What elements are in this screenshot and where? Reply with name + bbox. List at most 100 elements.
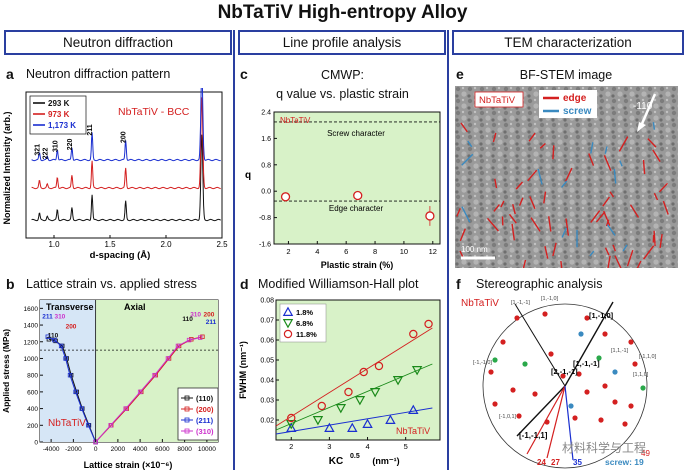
- screw-dislocation: [590, 142, 594, 154]
- screw-dislocation: [619, 160, 623, 167]
- data-point: [347, 422, 358, 432]
- panel-label-e: e: [456, 66, 464, 82]
- panel-title-b: Lattice strain vs. applied stress: [26, 277, 197, 291]
- edge-dislocation: [543, 191, 547, 204]
- x-tick-label: 6: [344, 247, 348, 256]
- data-point: [67, 372, 73, 378]
- outer-pole-label: [-1,-1,1]: [519, 431, 548, 440]
- legend-edge: edge: [563, 93, 587, 104]
- data-point: [369, 388, 381, 398]
- legend-marker: [184, 417, 190, 423]
- edge-dislocation: [602, 196, 610, 207]
- peak-label: 200: [66, 323, 77, 330]
- x-tick-label: 4: [315, 247, 319, 256]
- peak-label: 310: [190, 312, 201, 319]
- data-point: [282, 306, 294, 316]
- pole-label: [-1,0,1]: [499, 414, 517, 420]
- pole-dot: [612, 369, 618, 375]
- edge-dislocation: [609, 191, 615, 198]
- x-tick-label: -2000: [65, 446, 82, 453]
- y-tick-label: 0.08: [260, 298, 274, 305]
- data-point: [286, 420, 297, 430]
- page-title: NbTaTiV High-entropy Alloy: [217, 2, 468, 23]
- q-value-chart: Screw character Edge character 2 4 6 8 10 12 -1.…: [245, 110, 441, 270]
- y-tick-label: 400: [27, 406, 38, 413]
- chart-annotation: NbTaTiV - BCC: [118, 106, 190, 118]
- region-label-transverse: Transverse: [46, 302, 94, 312]
- edge-dislocation: [527, 169, 538, 182]
- panel-label-c: c: [240, 66, 248, 82]
- x-axis-label: Plastic strain (%): [321, 260, 394, 270]
- edge-dislocation: [530, 217, 541, 232]
- edge-dislocation: [662, 200, 669, 215]
- pole-dot: [576, 371, 582, 377]
- pole-dot: [548, 351, 554, 357]
- data-point: [45, 334, 50, 339]
- fit-line: [275, 363, 433, 431]
- x-tick-label: 3: [327, 442, 331, 451]
- edge-dislocation: [500, 200, 505, 208]
- data-point: [424, 319, 433, 329]
- data-point: [282, 319, 294, 329]
- pole-dot: [598, 417, 604, 423]
- x-tick-label: 10: [400, 247, 408, 256]
- pole-dot: [572, 415, 578, 421]
- data-point: [123, 406, 128, 411]
- projection-line: [514, 303, 566, 387]
- pole-dot: [516, 413, 522, 419]
- peak-label: 110: [182, 316, 193, 323]
- edge-dislocation: [595, 211, 606, 223]
- screw-label: Screw character: [327, 129, 385, 138]
- x-tick-label: 2: [286, 247, 290, 256]
- edge-dislocation: [518, 197, 524, 206]
- screw-dislocation: [467, 140, 473, 148]
- direction-arrow: [639, 93, 657, 127]
- panel-label-a: a: [6, 66, 14, 82]
- data-point: [409, 329, 418, 339]
- pole-dot: [560, 373, 566, 379]
- x-tick-label: 2: [289, 442, 293, 451]
- legend-label: 6.8%: [296, 319, 313, 328]
- y-tick-label: 200: [27, 423, 38, 430]
- pole-dot: [568, 403, 574, 409]
- y-tick-label: 0.02: [260, 418, 274, 425]
- edge-count: 35: [573, 458, 582, 467]
- data-point: [79, 406, 84, 411]
- stem-image: NbTaTiV edge screw -110 100 nm: [455, 86, 678, 268]
- legend-marker: [184, 395, 190, 401]
- direction-label: -110: [633, 101, 653, 112]
- legend-marker: [184, 406, 190, 412]
- projection-line: [546, 385, 566, 459]
- pole-dot: [544, 419, 550, 425]
- edge-dislocation: [560, 261, 563, 268]
- data-point: [63, 356, 68, 361]
- arrow-head-icon: [637, 122, 646, 132]
- pole-dot: [632, 361, 638, 367]
- peak-label: 321: [34, 144, 41, 156]
- screw-dislocation: [561, 227, 568, 238]
- section-header-neutron: Neutron diffraction: [4, 30, 232, 55]
- edge-dislocation: [565, 218, 570, 236]
- data-point: [287, 413, 296, 423]
- data-point: [317, 401, 326, 411]
- legend-label: (110): [196, 394, 214, 403]
- y-tick-label: -0.8: [259, 215, 271, 222]
- panel-title-a: Neutron diffraction pattern: [26, 67, 171, 81]
- x-tick-label: -4000: [43, 446, 60, 453]
- edge-dislocation: [590, 210, 601, 223]
- y-axis-label: FWHM (nm⁻¹): [238, 341, 248, 399]
- data-point: [385, 414, 396, 424]
- edge-count: 49: [641, 449, 650, 458]
- pole-dot: [602, 331, 608, 337]
- screw-dislocation: [537, 168, 543, 185]
- y-tick-label: 0.05: [260, 358, 274, 365]
- edge-dislocation: [460, 122, 468, 133]
- y-tick-label: 800: [27, 373, 38, 380]
- data-point: [353, 190, 363, 201]
- edge-dislocation: [588, 153, 595, 166]
- y-tick-label: 0.0: [261, 189, 271, 196]
- data-point: [324, 422, 335, 432]
- pole-dot: [612, 399, 618, 405]
- screw-dislocation: [606, 224, 616, 236]
- data-point: [344, 387, 353, 397]
